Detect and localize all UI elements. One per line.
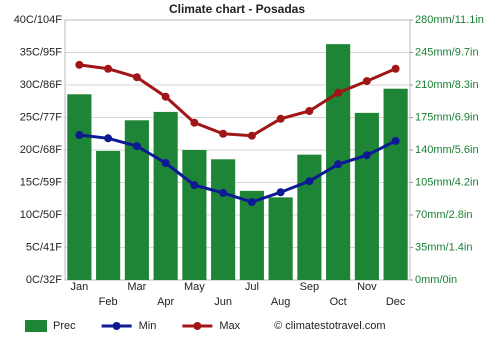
line-point <box>190 118 199 127</box>
line-point <box>247 198 256 206</box>
y2-tick-label: 105mm/4.2in <box>415 176 479 188</box>
legend-swatch <box>193 322 202 330</box>
y-tick-label: 5C/41F <box>26 241 62 253</box>
line-point <box>161 92 170 101</box>
legend-label: Max <box>219 320 240 332</box>
chart-title: Climate chart - Posadas <box>169 2 305 16</box>
y2-tick-label: 70mm/2.8in <box>415 209 472 221</box>
x-tick-label: Mar <box>127 281 146 293</box>
bar <box>182 150 207 280</box>
y-tick-label: 35C/95F <box>20 46 62 58</box>
line-point <box>75 131 84 140</box>
line-point <box>104 134 113 143</box>
x-tick-label: Apr <box>157 296 174 308</box>
y2-tick-label: 280mm/11.1in <box>415 14 484 26</box>
line-point <box>305 177 314 186</box>
line-point <box>276 114 285 123</box>
y2-tick-label: 175mm/6.9in <box>415 111 479 123</box>
y-tick-label: 25C/77F <box>20 111 62 123</box>
x-tick-label: Sep <box>300 281 320 293</box>
line-point <box>219 129 228 138</box>
line-point <box>362 151 371 160</box>
x-tick-label: May <box>184 281 205 293</box>
line-point <box>190 181 199 190</box>
bar <box>67 94 92 281</box>
line-point <box>362 77 371 86</box>
line-point <box>391 64 400 73</box>
x-tick-label: Nov <box>357 281 377 293</box>
bar <box>96 150 121 280</box>
y-tick-label: 15C/59F <box>20 176 62 188</box>
line-point <box>104 64 113 73</box>
x-tick-label: Jul <box>245 281 259 293</box>
y-tick-label: 20C/68F <box>20 144 62 156</box>
x-tick-label: Jan <box>71 281 89 293</box>
y2-tick-label: 0mm/0in <box>415 274 457 286</box>
y2-tick-label: 210mm/8.3in <box>415 79 479 91</box>
y-tick-label: 10C/50F <box>20 209 62 221</box>
line-point <box>247 131 256 140</box>
line-point <box>161 159 170 167</box>
line-point <box>75 60 84 69</box>
x-tick-label: Dec <box>386 296 406 308</box>
line <box>79 63 397 138</box>
y2-tick-label: 245mm/9.7in <box>415 46 479 58</box>
y-tick-label: 40C/104F <box>14 14 63 26</box>
bar <box>211 159 236 280</box>
bar <box>268 197 293 280</box>
legend-swatch <box>112 322 121 330</box>
legend-label: Prec <box>53 320 76 332</box>
y2-tick-label: 35mm/1.4in <box>415 241 472 253</box>
bar <box>354 112 379 280</box>
x-tick-label: Aug <box>271 296 291 308</box>
bar <box>153 111 178 280</box>
line-point <box>132 73 141 82</box>
plot-border <box>64 19 411 281</box>
line <box>79 133 397 204</box>
line-point <box>132 142 141 151</box>
x-tick-label: Feb <box>99 296 118 308</box>
line-point <box>391 136 400 145</box>
y-tick-label: 0C/32F <box>26 274 62 286</box>
x-tick-label: Jun <box>214 296 232 308</box>
legend-swatch <box>25 320 47 332</box>
line-point <box>276 188 285 197</box>
line-point <box>334 160 343 169</box>
x-tick-label: Oct <box>330 296 347 308</box>
legend-label: Min <box>139 320 157 332</box>
line-point <box>219 188 228 197</box>
line-point <box>334 88 343 97</box>
source: © climatestotravel.com <box>274 320 385 332</box>
bar <box>383 88 408 280</box>
y2-tick-label: 140mm/5.6in <box>415 144 479 156</box>
line-point <box>305 107 314 115</box>
bar <box>297 154 322 280</box>
y-tick-label: 30C/86F <box>20 79 62 91</box>
